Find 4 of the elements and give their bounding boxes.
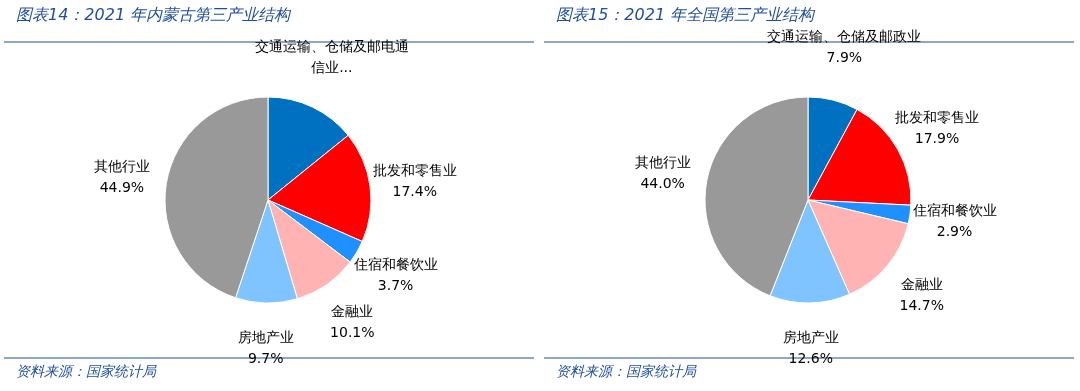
text: 资料来源：国家统计局: [16, 363, 157, 379]
text: 资料来源：国家统计局: [556, 363, 697, 379]
chart-title: 图表14：2021 年内蒙古第三产业结构: [16, 5, 293, 24]
chart-title: 图表15：2021 年全国第三产业结构: [556, 5, 817, 24]
